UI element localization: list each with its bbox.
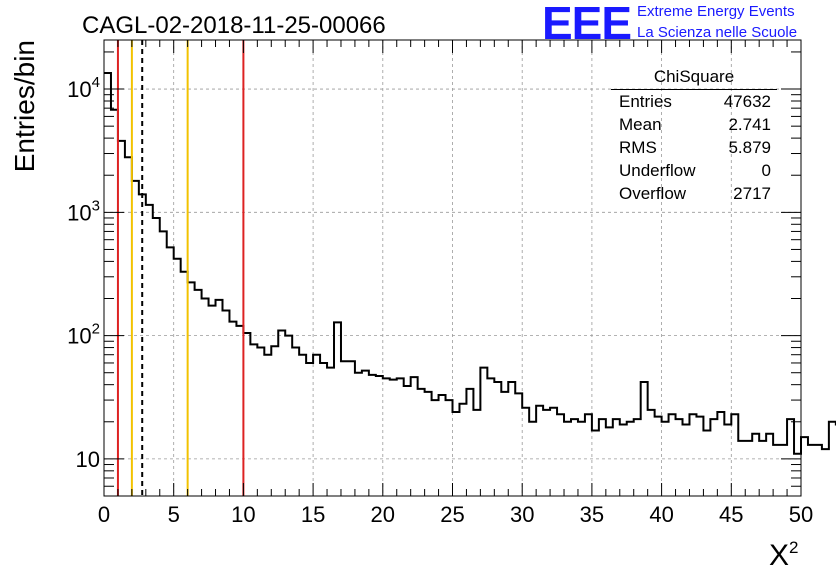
- stats-row-entries: Entries 47632: [611, 90, 777, 113]
- vertical-marker-lines: [116, 40, 245, 496]
- histogram-series: [104, 71, 836, 455]
- stats-box: ChiSquare Entries 47632 Mean 2.741 RMS 5…: [611, 66, 777, 205]
- stats-row-rms: RMS 5.879: [611, 136, 777, 159]
- logo-line-1: Extreme Energy Events: [637, 3, 795, 20]
- stats-row-underflow: Underflow 0: [611, 159, 777, 182]
- chart-title: CAGL-02-2018-11-25-00066: [82, 12, 386, 39]
- stats-label: Overflow: [619, 184, 687, 203]
- axis-ticks: [103, 40, 802, 497]
- stats-label: Entries: [619, 92, 672, 111]
- x-tick-label: 35: [580, 502, 604, 527]
- stats-value: 5.879: [728, 138, 771, 157]
- stats-value: 47632: [723, 92, 771, 111]
- logo-line-2: La Scienza nelle Scuole: [637, 24, 798, 41]
- y-tick-label: 102: [67, 321, 100, 349]
- histogram-line: [104, 71, 836, 455]
- stats-title: ChiSquare: [611, 66, 777, 90]
- eee-logo: EEE: [542, 0, 632, 49]
- x-tick-label: 40: [649, 502, 673, 527]
- x-tick-label: 10: [231, 502, 255, 527]
- x-tick-label: 15: [301, 502, 325, 527]
- stats-label: RMS: [619, 138, 657, 157]
- x-tick-label: 30: [510, 502, 534, 527]
- axis-labels: 0 5 10 15 20 25 30 35 40 45 50 10 102 103 104 CAGL-02-2…: [9, 12, 813, 572]
- stats-value: 2.741: [728, 115, 771, 134]
- x-tick-label: 50: [789, 502, 813, 527]
- y-tick-label: 103: [67, 197, 100, 225]
- x-tick-label: 45: [719, 502, 743, 527]
- stats-value: 0: [761, 161, 771, 180]
- stats-row-mean: Mean 2.741: [611, 113, 777, 136]
- stats-row-overflow: Overflow 2717: [611, 182, 777, 205]
- stats-value: 2717: [733, 184, 771, 203]
- stats-label: Underflow: [619, 161, 696, 180]
- x-tick-label: 5: [168, 502, 180, 527]
- y-tick-label: 10: [76, 447, 100, 472]
- y-tick-label: 104: [67, 74, 100, 102]
- x-axis-label: X2: [769, 538, 798, 572]
- x-tick-label: 0: [98, 502, 110, 527]
- stats-label: Mean: [619, 115, 662, 134]
- y-axis-label: Entries/bin: [9, 40, 40, 172]
- x-tick-label: 25: [440, 502, 464, 527]
- x-tick-label: 20: [371, 502, 395, 527]
